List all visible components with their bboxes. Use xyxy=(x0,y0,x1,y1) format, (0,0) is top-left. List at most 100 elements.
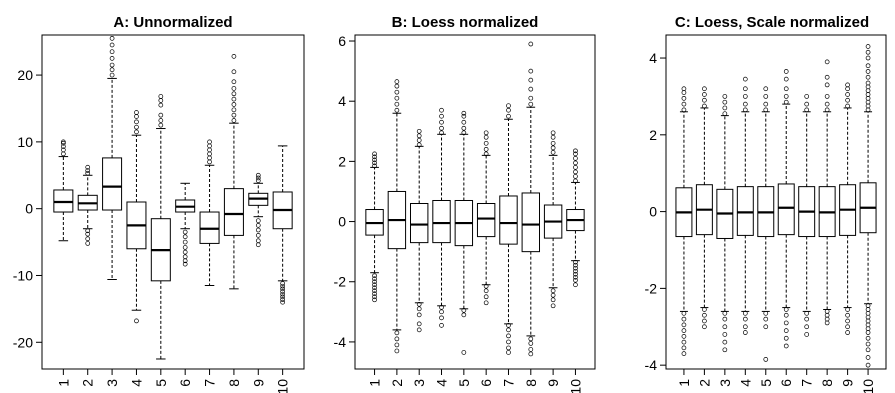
outlier-point xyxy=(372,163,377,169)
outlier-point xyxy=(845,103,850,109)
panel-c-box-6 xyxy=(777,69,795,349)
outlier-point xyxy=(783,328,789,333)
outlier-point xyxy=(763,357,769,362)
outlier-point xyxy=(865,99,871,105)
outlier-point xyxy=(372,294,377,300)
outlier-point xyxy=(865,107,871,113)
outlier-point xyxy=(207,151,212,157)
outlier-point xyxy=(158,112,164,118)
outlier-point xyxy=(742,101,748,107)
outlier-point xyxy=(255,242,261,248)
panel-c-xtick-label: 2 xyxy=(696,379,712,387)
outlier-point xyxy=(255,172,261,178)
outlier-point xyxy=(702,318,707,324)
outlier-point xyxy=(722,347,728,353)
panel-a-xtick-label: 1 xyxy=(55,379,71,387)
outlier-point xyxy=(681,86,687,92)
outlier-point xyxy=(394,83,400,89)
outlier-point xyxy=(804,101,810,107)
outlier-point xyxy=(182,258,188,264)
outlier-point xyxy=(865,84,871,90)
panel-c-ytick-label: 4 xyxy=(649,50,657,66)
panel-b-box-6 xyxy=(476,130,496,306)
outlier-point xyxy=(742,86,748,92)
panel-a-xtick-label: 3 xyxy=(104,379,120,387)
outlier-point xyxy=(182,239,188,245)
panel-c-box-7 xyxy=(798,94,816,337)
outlier-point xyxy=(109,67,115,73)
outlier-point xyxy=(61,144,66,149)
outlier-point xyxy=(845,318,850,324)
outlier-point xyxy=(824,312,830,318)
panel-b-xtick-label: 2 xyxy=(389,379,405,387)
panel-c-box-9 xyxy=(839,82,857,335)
outlier-point xyxy=(416,327,422,333)
panel-a-xtick-label: 10 xyxy=(275,379,291,393)
panel-c-xtick-label: 9 xyxy=(840,379,856,387)
outlier-point xyxy=(550,134,556,140)
outlier-point xyxy=(681,310,687,316)
panel-a-xtick-label: 9 xyxy=(250,379,266,387)
outlier-point xyxy=(681,334,687,339)
outlier-point xyxy=(824,94,830,99)
outlier-point xyxy=(372,282,377,288)
panel-a-title: A: Unnormalized xyxy=(113,14,232,31)
panel-a-box-6 xyxy=(175,182,196,267)
panel-a-plot-frame xyxy=(41,34,305,370)
outlier-point xyxy=(255,223,261,228)
outlier-point xyxy=(134,119,139,125)
outlier-point xyxy=(280,294,285,300)
outlier-point xyxy=(865,314,871,320)
panel-c-box-1 xyxy=(675,86,693,356)
outlier-point xyxy=(182,245,188,250)
panel-b-ytick-label: 4 xyxy=(338,93,346,109)
outlier-point xyxy=(865,310,871,316)
outlier-point xyxy=(231,96,237,102)
outlier-point xyxy=(783,86,789,92)
outlier-point xyxy=(528,95,534,101)
outlier-point xyxy=(865,347,871,353)
outlier-point xyxy=(416,142,422,148)
panel-b-plot-frame xyxy=(354,34,596,370)
panel-c-xtick-label: 8 xyxy=(819,379,835,387)
panel-c-box-2 xyxy=(695,86,713,330)
outlier-point xyxy=(394,101,400,107)
outlier-point xyxy=(61,151,66,157)
outlier-point xyxy=(280,286,285,292)
panel-a-box-10 xyxy=(272,145,293,305)
outlier-point xyxy=(681,328,687,333)
outlier-point xyxy=(158,98,164,103)
panel-b-xtick-label: 3 xyxy=(411,379,427,387)
panel-a-xtick-label: 7 xyxy=(202,379,218,387)
panel-b-xtick-label: 6 xyxy=(478,379,494,387)
outlier-point xyxy=(824,74,830,80)
outlier-point xyxy=(528,101,534,107)
panel-a-box-7 xyxy=(199,139,220,286)
panel-b-ytick-label: -4 xyxy=(334,334,347,350)
panel-c-xtick-label: 7 xyxy=(799,379,815,387)
outlier-point xyxy=(742,76,748,82)
outlier-point xyxy=(804,316,810,322)
outlier-point xyxy=(865,355,871,360)
outlier-point xyxy=(763,86,769,92)
outlier-point xyxy=(783,76,789,82)
outlier-point xyxy=(722,105,728,111)
panel-a-xtick-label: 5 xyxy=(153,379,169,387)
outlier-point xyxy=(573,277,578,283)
outlier-point xyxy=(483,146,489,152)
outlier-point xyxy=(573,268,578,274)
panel-c-box-3 xyxy=(716,94,734,353)
outlier-point xyxy=(681,345,687,351)
outlier-point xyxy=(742,324,748,330)
outlier-point xyxy=(255,175,261,181)
outlier-point xyxy=(824,316,830,322)
outlier-point xyxy=(865,92,871,97)
outlier-point xyxy=(550,145,556,151)
outlier-point xyxy=(865,63,871,69)
outlier-point xyxy=(722,99,728,105)
outlier-point xyxy=(372,151,377,157)
outlier-point xyxy=(207,159,212,165)
outlier-point xyxy=(845,82,850,88)
outlier-point xyxy=(372,157,377,163)
